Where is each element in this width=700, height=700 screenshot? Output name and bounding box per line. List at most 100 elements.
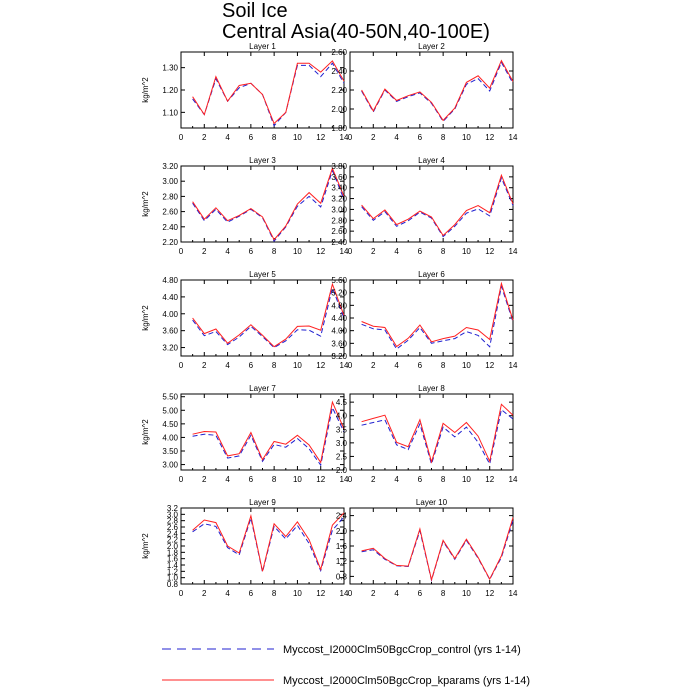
panel-title: Layer 5 <box>249 270 276 279</box>
x-tick-label: 6 <box>418 589 423 598</box>
y-tick-label: 4.00 <box>162 433 178 442</box>
x-tick-label: 0 <box>348 361 353 370</box>
y-tick-label: 3.60 <box>162 327 178 336</box>
y-tick-label: 2.0 <box>167 542 179 551</box>
panel-title: Layer 6 <box>418 270 445 279</box>
y-tick-label: 2.6 <box>167 523 179 532</box>
x-tick-label: 0 <box>348 133 353 142</box>
y-tick-label: 2.60 <box>162 208 178 217</box>
chart-panel-1: Layer 1 0 2 4 6 8 10 12 14 1.10 1.20 1.30 kg/m^2 <box>141 42 349 142</box>
plot-frame <box>180 51 345 129</box>
x-tick-label: 10 <box>462 475 471 484</box>
panel-title: Layer 7 <box>249 384 276 393</box>
y-axis-label: kg/m^2 <box>141 419 150 445</box>
y-tick-label: 2.60 <box>331 227 347 236</box>
series-control-line <box>192 286 345 349</box>
y-tick-label: 3.50 <box>162 447 178 456</box>
x-tick-label: 2 <box>202 361 207 370</box>
x-tick-label: 8 <box>272 589 277 598</box>
x-tick-label: 2 <box>202 475 207 484</box>
y-tick-label: 2.0 <box>336 527 348 536</box>
y-tick-label: 4.00 <box>331 327 347 336</box>
legend-control-label: Myccost_I2000Clm50BgcCrop_control (yrs 1… <box>283 644 521 656</box>
x-tick-label: 0 <box>179 361 184 370</box>
chart-panel-6: Layer 60 2 4 6 8 10 12 143.203.604.004.404.805.… <box>331 270 518 370</box>
y-tick-label: 1.6 <box>167 555 179 564</box>
x-tick-label: 2 <box>371 589 376 598</box>
y-axis-label: kg/m^2 <box>141 305 150 331</box>
x-tick-label: 0 <box>179 133 184 142</box>
panels-group: Layer 10 2 4 6 8 10 12 141.101.201.30kg/m^2Laye… <box>141 42 518 598</box>
x-tick-label: 12 <box>485 475 494 484</box>
chart-panel-2: Layer 20 2 4 6 8 10 12 141.802.002.202.402.60 <box>331 42 518 142</box>
x-tick-label: 14 <box>340 361 349 370</box>
y-tick-label: 2.80 <box>331 216 347 225</box>
x-tick-label: 8 <box>441 247 446 256</box>
y-tick-label: 4.80 <box>162 276 178 285</box>
x-tick-label: 0 <box>348 589 353 598</box>
x-tick-label: 0 <box>179 475 184 484</box>
y-tick-label: 3.0 <box>167 510 179 519</box>
chart-panel-3: Layer 30 2 4 6 8 10 12 142.202.402.602.803.003.… <box>141 156 349 256</box>
panel-title: Layer 10 <box>416 498 448 507</box>
x-tick-label: 8 <box>272 361 277 370</box>
series-kparams-line <box>192 282 345 348</box>
panel-title: Layer 2 <box>418 42 445 51</box>
x-tick-label: 6 <box>249 247 254 256</box>
x-tick-label: 8 <box>272 247 277 256</box>
x-tick-label: 4 <box>394 133 399 142</box>
y-tick-label: 2.40 <box>331 238 347 247</box>
figure-subtitle: Central Asia(40-50N,40-100E) <box>222 21 490 43</box>
panel-title: Layer 4 <box>418 156 445 165</box>
figure-title: Soil Ice <box>222 0 288 22</box>
series-control-line <box>192 169 345 243</box>
x-tick-label: 12 <box>316 133 325 142</box>
y-tick-label: 0.8 <box>336 572 348 581</box>
chart-panel-4: Layer 40 2 4 6 8 10 12 142.402.602.803.003.203.… <box>331 156 518 256</box>
y-tick-label: 3.20 <box>162 162 178 171</box>
y-tick-label: 2.60 <box>331 48 347 57</box>
x-tick-label: 6 <box>418 361 423 370</box>
y-tick-label: 2.8 <box>167 517 179 526</box>
x-tick-label: 0 <box>179 247 184 256</box>
x-tick-label: 6 <box>249 475 254 484</box>
series-control-line <box>192 516 345 573</box>
y-tick-label: 4.0 <box>336 412 348 421</box>
series-kparams-line <box>361 281 514 348</box>
y-tick-label: 3.20 <box>331 195 347 204</box>
y-tick-label: 3.5 <box>336 425 348 434</box>
panel-title: Layer 8 <box>418 384 445 393</box>
chart-panel-7: Layer 7 0 2 4 6 8 10 12 14 3.00 3.50 4.00 4.50 5.00 5.… <box>141 384 349 484</box>
series-control-line <box>361 408 514 466</box>
plot-frame <box>349 165 514 243</box>
y-tick-label: 5.00 <box>162 406 178 415</box>
y-tick-label: 5.60 <box>331 276 347 285</box>
series-kparams-line <box>361 59 514 122</box>
y-tick-label: 2.40 <box>331 67 347 76</box>
x-tick-label: 6 <box>249 133 254 142</box>
y-tick-label: 4.80 <box>331 301 347 310</box>
x-tick-label: 4 <box>394 361 399 370</box>
x-tick-label: 4 <box>225 361 230 370</box>
x-tick-label: 8 <box>272 475 277 484</box>
y-tick-label: 1.80 <box>331 124 347 133</box>
y-tick-label: 1.2 <box>167 567 179 576</box>
x-tick-label: 12 <box>485 133 494 142</box>
y-tick-label: 5.20 <box>331 289 347 298</box>
y-tick-label: 3.2 <box>167 504 179 513</box>
x-tick-label: 14 <box>509 247 518 256</box>
series-kparams-line <box>192 400 345 464</box>
x-tick-label: 10 <box>462 247 471 256</box>
x-tick-label: 14 <box>340 475 349 484</box>
x-tick-label: 2 <box>371 133 376 142</box>
series-control-line <box>361 176 514 238</box>
x-tick-label: 14 <box>340 247 349 256</box>
chart-panel-8: Layer 80 2 4 6 8 10 12 142.02.53.03.54.04.5 <box>336 384 518 484</box>
x-tick-label: 2 <box>202 589 207 598</box>
x-tick-label: 6 <box>249 361 254 370</box>
x-tick-label: 14 <box>509 133 518 142</box>
x-tick-label: 6 <box>418 247 423 256</box>
series-kparams-line <box>192 166 345 241</box>
x-tick-label: 8 <box>272 133 277 142</box>
